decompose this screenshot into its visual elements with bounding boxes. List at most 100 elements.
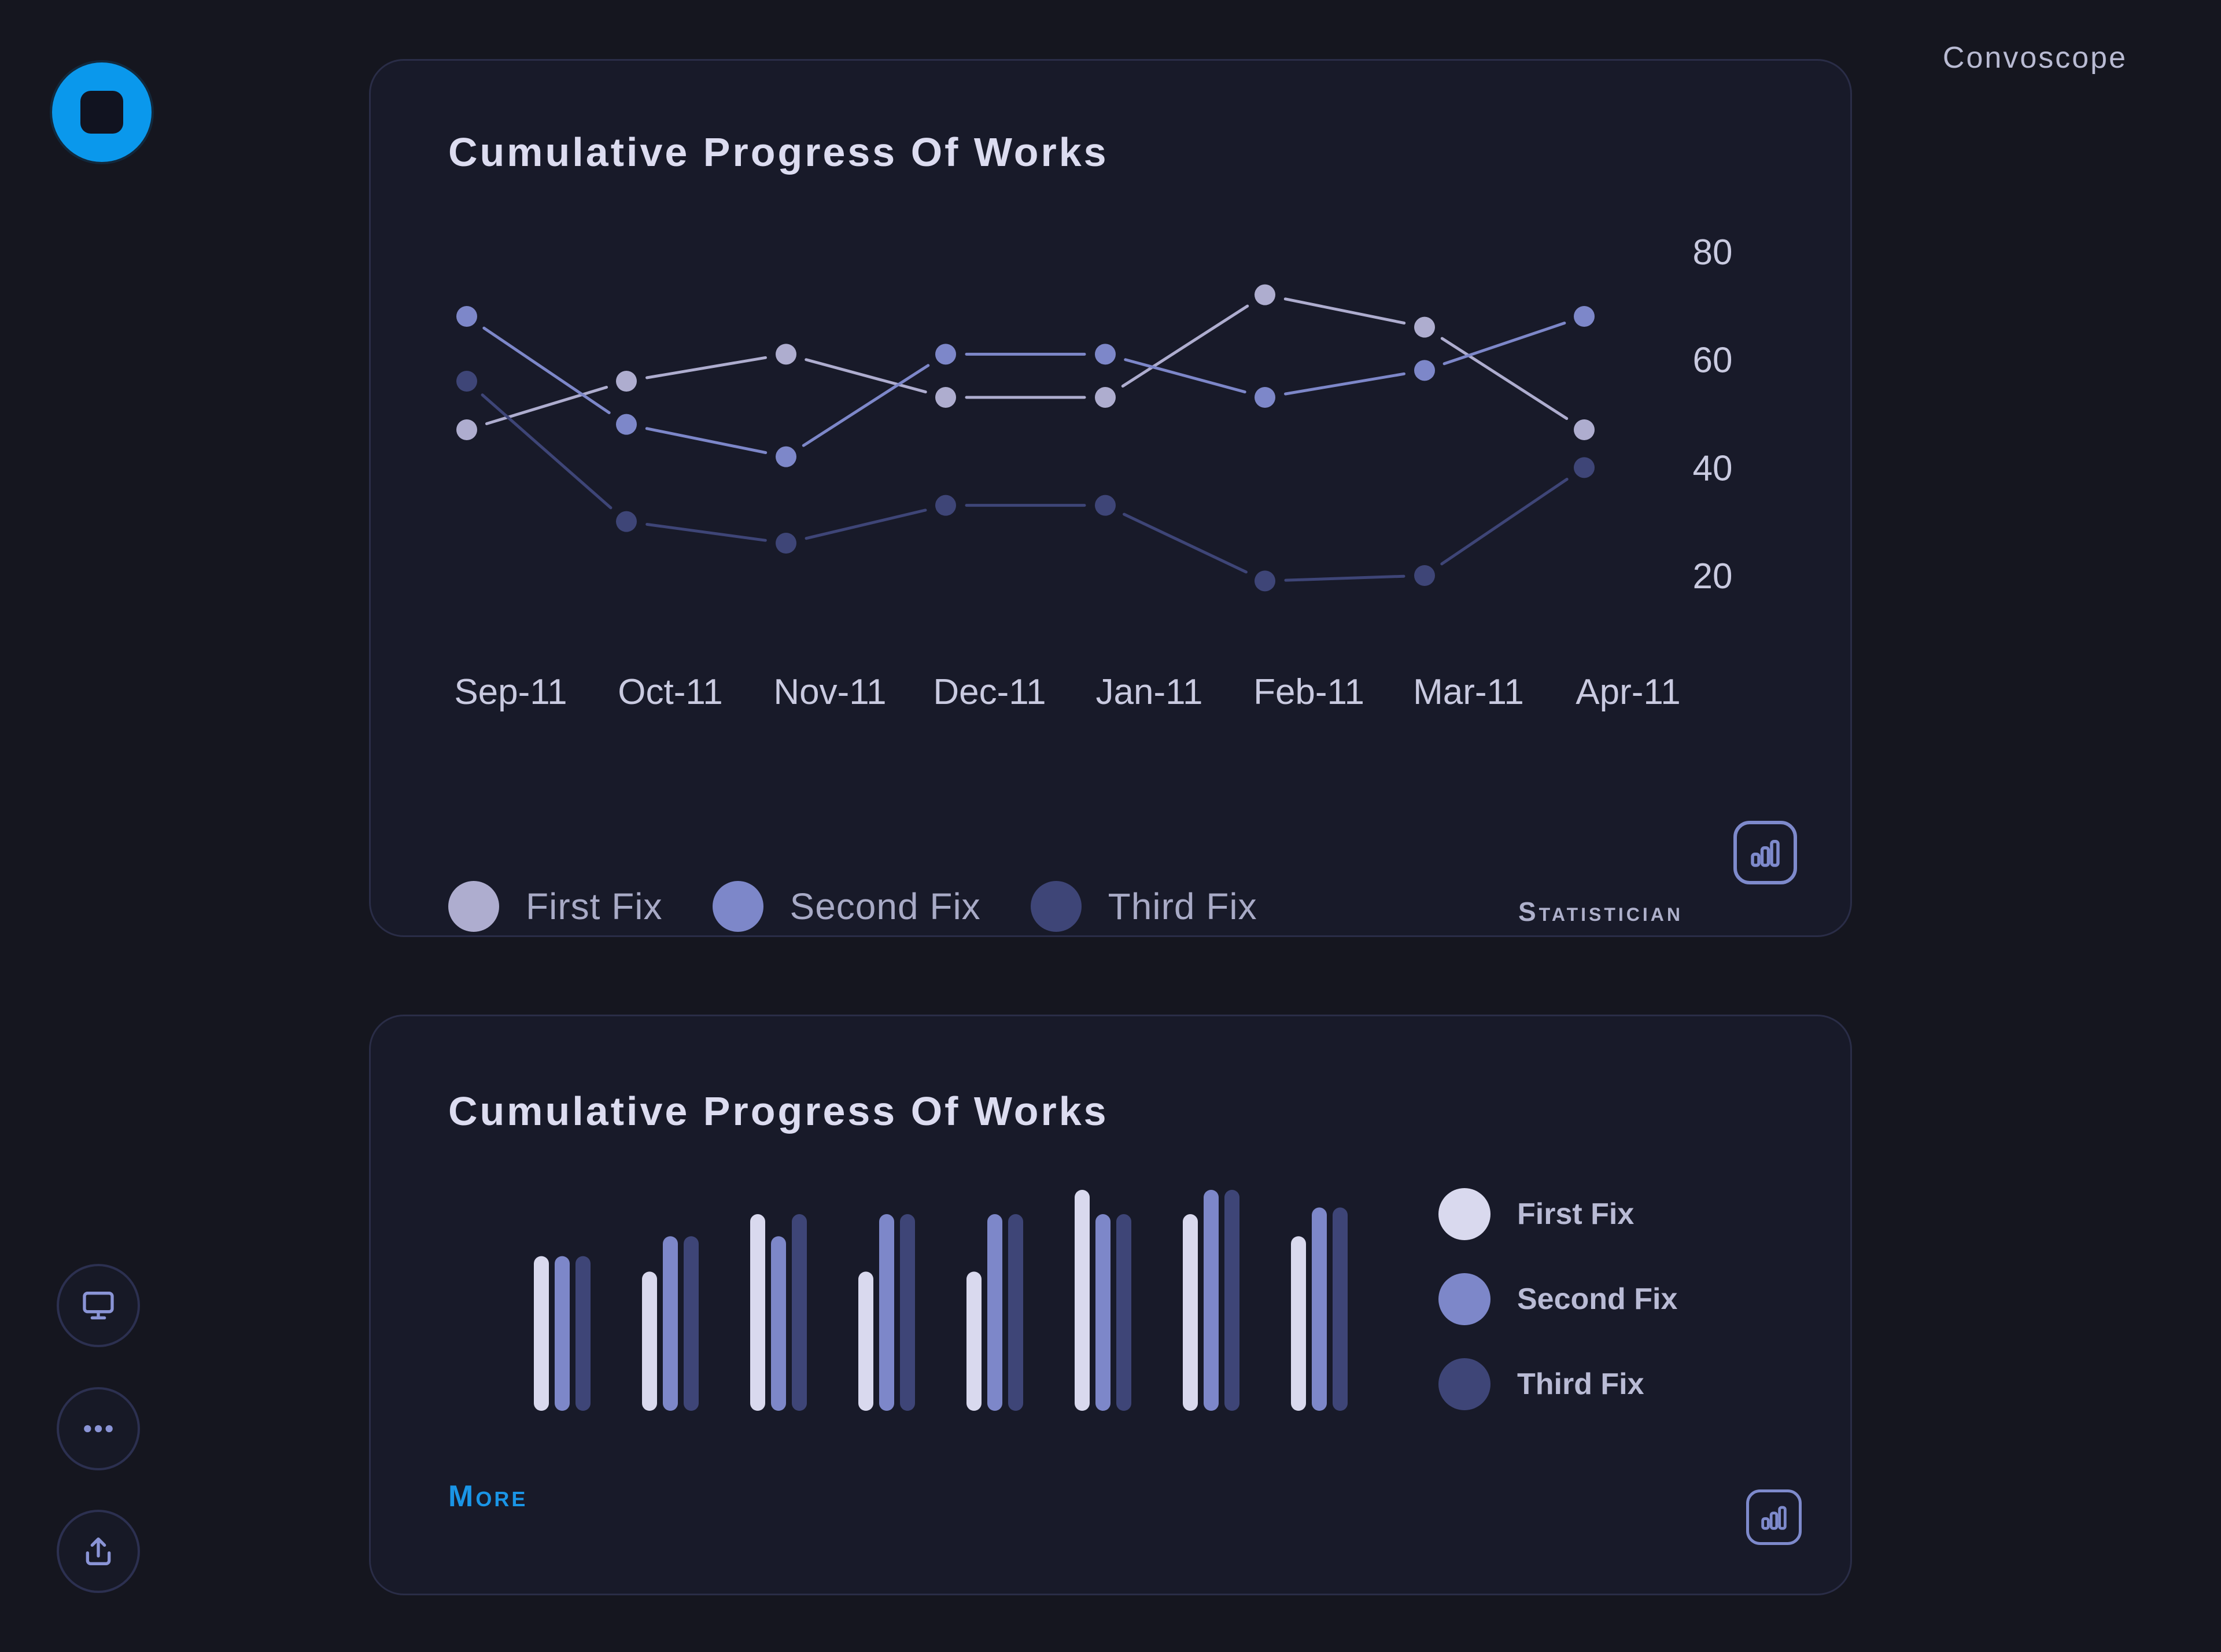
data-point-third-fix — [616, 511, 637, 532]
line-segment-first-fix — [805, 358, 927, 394]
x-tick-label: Oct-11 — [618, 672, 722, 712]
data-point-first-fix — [776, 344, 796, 365]
bar-third-fix — [1224, 1190, 1239, 1411]
bar-chart-title: Cumulative Progress Of Works — [448, 1089, 1109, 1134]
bar-second-fix — [1312, 1207, 1327, 1411]
data-point-third-fix — [935, 495, 956, 516]
legend-item-first-fix: First Fix — [448, 881, 663, 932]
bar-third-fix — [575, 1256, 591, 1411]
more-link[interactable]: More — [448, 1480, 528, 1513]
data-point-third-fix — [776, 533, 796, 554]
brand-name: Convoscope — [1942, 41, 2127, 75]
line-segment-first-fix — [485, 385, 608, 426]
line-segment-second-fix — [1283, 372, 1406, 396]
data-point-first-fix — [616, 371, 637, 392]
data-point-second-fix — [1414, 360, 1435, 381]
legend-swatch-second-fix — [712, 881, 763, 932]
line-chart-stats-button[interactable] — [1733, 821, 1797, 884]
statistician-link[interactable]: Statistician — [1518, 897, 1684, 927]
bar-group — [1075, 1190, 1131, 1411]
data-point-first-fix — [1095, 387, 1116, 408]
line-segment-third-fix — [1284, 574, 1405, 582]
more-options-button[interactable] — [57, 1387, 140, 1470]
data-point-second-fix — [935, 344, 956, 365]
stop-square-icon — [80, 91, 123, 134]
data-point-third-fix — [456, 371, 477, 392]
bar-third-fix — [684, 1236, 699, 1411]
data-point-second-fix — [776, 446, 796, 467]
line-segment-third-fix — [1440, 478, 1569, 566]
line-segment-first-fix — [1283, 297, 1406, 325]
legend-item-second-fix: Second Fix — [712, 881, 981, 932]
bar-legend-label-second-fix: Second Fix — [1517, 1282, 1678, 1316]
bar-first-fix — [642, 1271, 657, 1411]
monitor-button[interactable] — [57, 1264, 140, 1347]
bar-chart-legend: First Fix Second Fix Third Fix — [1438, 1188, 1677, 1443]
bar-group — [1291, 1207, 1348, 1411]
data-point-third-fix — [1414, 565, 1435, 586]
share-button[interactable] — [57, 1510, 140, 1593]
legend-item-third-fix: Third Fix — [1030, 881, 1257, 932]
legend-label-third-fix: Third Fix — [1108, 886, 1257, 927]
bar-first-fix — [1291, 1236, 1306, 1411]
bar-first-fix — [534, 1256, 549, 1411]
bar-chart-icon — [1761, 1506, 1787, 1530]
series-second-fix — [456, 306, 1595, 467]
bar-third-fix — [1116, 1214, 1131, 1411]
bar-first-fix — [858, 1271, 873, 1411]
bar-group — [966, 1214, 1023, 1411]
data-point-second-fix — [616, 414, 637, 435]
y-tick-label: 80 — [1693, 233, 1733, 272]
data-point-second-fix — [456, 306, 477, 327]
bar-chart-card: Cumulative Progress Of Works First Fix S… — [369, 1015, 1852, 1595]
line-segment-second-fix — [1124, 358, 1246, 394]
bar-third-fix — [900, 1214, 915, 1411]
bar-legend-item-second-fix: Second Fix — [1438, 1273, 1677, 1326]
bar-third-fix — [792, 1214, 807, 1411]
bar-second-fix — [663, 1236, 678, 1411]
line-chart: 80 60 40 20 Sep-11 Oct-11 Nov-11 Dec-11 Jan-11 Fe… — [454, 233, 1733, 712]
bar-legend-swatch-second-fix — [1438, 1273, 1490, 1325]
bar-legend-swatch-third-fix — [1438, 1358, 1490, 1410]
line-segment-second-fix — [1442, 322, 1566, 366]
data-point-second-fix — [1255, 387, 1275, 408]
data-point-second-fix — [1574, 306, 1595, 327]
line-segment-third-fix — [805, 508, 927, 540]
x-tick-label: Feb-11 — [1253, 672, 1364, 712]
bar-first-fix — [750, 1214, 765, 1411]
bar-second-fix — [1095, 1214, 1110, 1411]
x-tick-label: Sep-11 — [454, 672, 567, 712]
legend-label-first-fix: First Fix — [526, 886, 663, 927]
y-tick-label: 20 — [1693, 556, 1733, 596]
bar-chart-icon — [1751, 840, 1780, 867]
x-tick-label: Mar-11 — [1413, 672, 1524, 712]
share-upload-icon — [86, 1537, 111, 1565]
bar-group — [750, 1214, 807, 1411]
line-chart-card: Cumulative Progress Of Works 80 60 40 20 Sep… — [369, 59, 1852, 937]
x-tick-label: Nov-11 — [773, 672, 886, 712]
data-point-first-fix — [1255, 284, 1275, 305]
bar-first-fix — [966, 1271, 982, 1411]
data-point-second-fix — [1095, 344, 1116, 365]
line-chart-title: Cumulative Progress Of Works — [448, 130, 1109, 175]
bar-legend-swatch-first-fix — [1438, 1188, 1490, 1240]
data-point-first-fix — [935, 387, 956, 408]
bar-legend-item-first-fix: First Fix — [1438, 1188, 1677, 1241]
bar-group — [534, 1256, 591, 1411]
bar-second-fix — [555, 1256, 570, 1411]
bar-second-fix — [771, 1236, 786, 1411]
y-tick-label: 40 — [1693, 448, 1733, 488]
bar-second-fix — [987, 1214, 1002, 1411]
y-tick-label: 60 — [1693, 341, 1733, 381]
app-logo-button[interactable] — [52, 62, 152, 162]
bar-legend-item-third-fix: Third Fix — [1438, 1358, 1677, 1411]
bar-first-fix — [1075, 1190, 1090, 1411]
bar-third-fix — [1333, 1207, 1348, 1411]
bar-group — [642, 1236, 699, 1411]
bar-group — [1183, 1190, 1239, 1411]
bar-group — [858, 1214, 915, 1411]
bar-chart-stats-button[interactable] — [1746, 1489, 1802, 1545]
x-tick-label: Jan-11 — [1096, 672, 1203, 712]
bar-legend-label-first-fix: First Fix — [1517, 1197, 1635, 1231]
